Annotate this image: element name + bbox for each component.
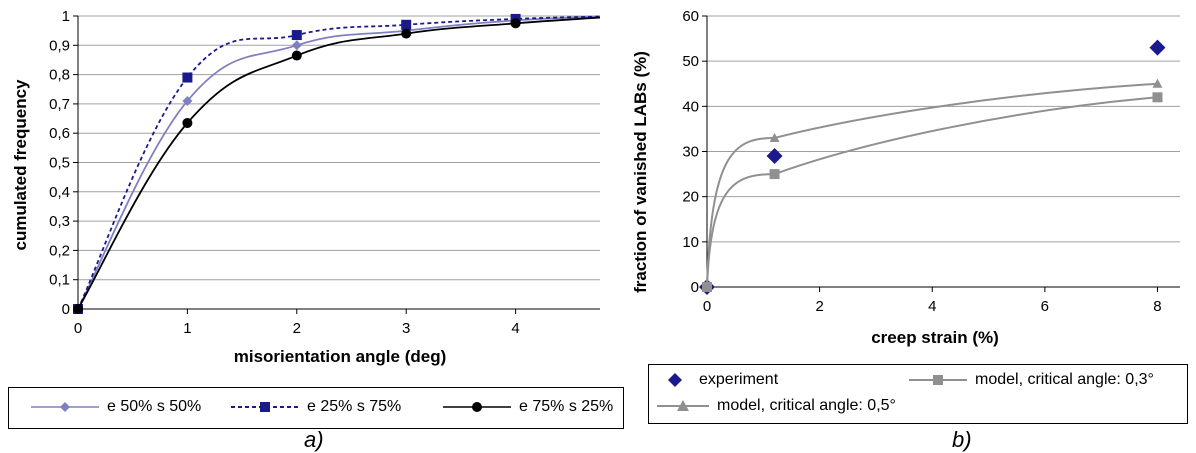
x-tick-labels: 012345 xyxy=(74,320,520,337)
legend-label: e 75% s 25% xyxy=(519,398,614,415)
y-tick-label: 50 xyxy=(682,53,699,70)
data-point xyxy=(1149,39,1166,56)
y-tick-label: 20 xyxy=(682,189,699,206)
legend-item-e50s50: e 50% s 50% xyxy=(29,398,201,416)
legend-item-model-05: model, critical angle: 0,5° xyxy=(655,397,896,415)
data-point xyxy=(401,19,412,30)
chart-b: 0 10 20 30 40 50 60 0 2 4 6 8 fraction of vanished… xyxy=(631,8,1180,347)
x-tick-label: 4 xyxy=(511,320,519,337)
data-point xyxy=(1152,92,1163,103)
data-point xyxy=(182,72,193,83)
data-point xyxy=(769,169,780,180)
data-point xyxy=(73,304,83,314)
x-tick-label: 2 xyxy=(815,298,823,315)
y-tick-labels: 0 0,1 0,2 0,3 0,4 0,5 0,6 0,7 0,8 0,9 1 xyxy=(49,8,70,318)
series-1 xyxy=(699,39,1166,295)
data-point xyxy=(182,95,193,106)
x-tick-label: 4 xyxy=(928,298,936,315)
x-tick-label: 6 xyxy=(1041,298,1049,315)
y-axis-label: fraction of vanished LABs (%) xyxy=(631,51,650,293)
data-point xyxy=(182,117,193,128)
series-line xyxy=(706,96,1158,288)
data-point xyxy=(401,28,412,39)
data-point xyxy=(291,40,302,51)
legend-item-e25s75: e 25% s 75% xyxy=(229,398,401,416)
y-tick-label: 40 xyxy=(682,98,699,115)
legend-swatch xyxy=(909,375,967,385)
data-point xyxy=(769,132,780,142)
y-tick-label: 0,3 xyxy=(49,213,70,230)
series-2 xyxy=(702,92,1163,292)
y-tick-label: 0,6 xyxy=(49,125,70,142)
y-tick-label: 0,1 xyxy=(49,272,70,289)
legend-item-experiment: experiment xyxy=(657,371,778,389)
caption-b: b) xyxy=(952,427,972,452)
legend-swatch xyxy=(657,400,709,411)
series-3 xyxy=(73,16,600,314)
caption-a: a) xyxy=(304,427,324,452)
data-point xyxy=(702,282,712,291)
series-group xyxy=(699,39,1166,295)
legend-label: model, critical angle: 0,3° xyxy=(975,371,1154,388)
x-tick-label: 3 xyxy=(402,320,410,337)
x-tick-label: 0 xyxy=(74,320,82,337)
y-tick-label: 10 xyxy=(682,234,699,251)
y-tick-label: 0 xyxy=(62,301,70,318)
legend-label: model, critical angle: 0,5° xyxy=(717,397,896,414)
legend-swatch xyxy=(668,373,682,387)
y-tick-label: 60 xyxy=(682,8,699,25)
legend-a: e 50% s 50% e 25% s 75% e 75% s 25% xyxy=(8,387,624,429)
y-tick-labels: 0 10 20 30 40 50 60 xyxy=(682,8,699,296)
x-tick-label: 2 xyxy=(293,320,301,337)
x-axis-label: creep strain (%) xyxy=(871,328,999,347)
y-gridlines xyxy=(707,15,1180,243)
series-group xyxy=(73,13,600,314)
data-point xyxy=(1152,78,1163,88)
y-tick-label: 0,4 xyxy=(49,184,70,201)
legend-label: experiment xyxy=(699,371,779,388)
x-tick-labels: 0 2 4 6 8 xyxy=(703,298,1162,315)
legend-item-e75s25: e 75% s 25% xyxy=(441,398,613,416)
data-point xyxy=(510,18,521,29)
legend-swatch xyxy=(443,402,511,412)
axes xyxy=(73,15,600,314)
series-3 xyxy=(702,78,1163,291)
legend-swatch xyxy=(231,402,299,412)
legend-label: e 50% s 50% xyxy=(107,398,202,415)
y-tick-label: 0,9 xyxy=(49,37,70,54)
y-tick-label: 0,5 xyxy=(49,155,70,172)
x-tick-label: 8 xyxy=(1153,298,1161,315)
y-tick-label: 30 xyxy=(682,144,699,161)
legend-b: experiment model, critical angle: 0,3° m… xyxy=(648,364,1188,424)
x-axis-label: misorientation angle (deg) xyxy=(234,347,447,366)
y-axis-label: cumulated frequency xyxy=(11,79,30,251)
data-point xyxy=(291,30,302,41)
chart-a: 00,10,20,30,40,50,60,70,80,91 012345 cum… xyxy=(11,8,600,366)
x-tick-label: 0 xyxy=(703,298,711,315)
legend-label: e 25% s 75% xyxy=(307,398,402,415)
y-tick-label: 1 xyxy=(62,8,70,25)
data-point xyxy=(291,50,302,61)
x-tick-label: 1 xyxy=(183,320,191,337)
legend-swatch xyxy=(31,402,99,412)
y-tick-label: 0,2 xyxy=(49,242,70,259)
legend-item-model-03: model, critical angle: 0,3° xyxy=(907,371,1154,389)
y-tick-label: 0,7 xyxy=(49,96,70,113)
series-line xyxy=(706,82,1158,288)
y-tick-label: 0,8 xyxy=(49,67,70,84)
data-point xyxy=(766,148,783,165)
y-tick-label: 0 xyxy=(691,279,699,296)
